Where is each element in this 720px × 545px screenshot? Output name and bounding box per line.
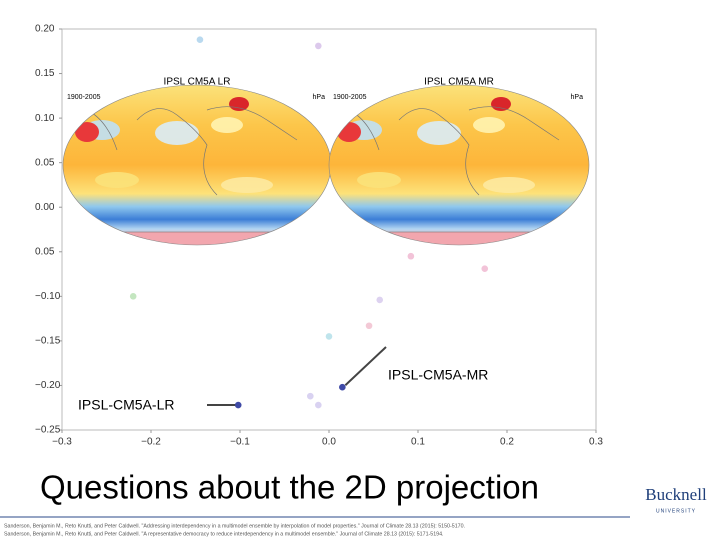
- footer-line: Sanderson, Benjamin M., Reto Knutti, and…: [4, 531, 444, 537]
- map-patch: [155, 121, 199, 145]
- inset-title: IPSL CM5A MR: [424, 77, 494, 88]
- map-patch: [473, 117, 505, 133]
- map-patch: [211, 117, 243, 133]
- point: [408, 253, 415, 260]
- point: [376, 297, 383, 304]
- map-high: [491, 97, 511, 111]
- y-tick-label: 0.20: [35, 24, 55, 35]
- x-tick-label: −0.3: [52, 437, 72, 448]
- y-tick-label: 0.10: [35, 113, 55, 124]
- inset-period: 1900-2005: [333, 94, 367, 101]
- y-tick-label: −0.15: [35, 336, 61, 347]
- point: [315, 43, 322, 50]
- y-tick-label: −0.10: [35, 291, 61, 302]
- point: [130, 293, 137, 300]
- x-tick-label: 0.2: [500, 437, 514, 448]
- footer-line: Sanderson, Benjamin M., Reto Knutti, and…: [4, 523, 465, 529]
- point: [235, 402, 242, 409]
- slide-title: Questions about the 2D projection: [40, 469, 539, 506]
- point: [307, 393, 314, 400]
- map-patch: [357, 172, 401, 188]
- point: [197, 36, 204, 43]
- map-patch: [221, 177, 273, 193]
- x-tick-label: −0.1: [230, 437, 250, 448]
- y-tick-label: 0.00: [35, 202, 55, 213]
- point: [481, 265, 488, 272]
- logo-sub: UNIVERSITY: [656, 508, 696, 514]
- point: [339, 384, 346, 391]
- map-field: [329, 85, 589, 245]
- x-tick-label: −0.2: [141, 437, 161, 448]
- annotation: IPSL-CM5A-MR: [388, 367, 488, 383]
- y-tick-label: −0.20: [35, 380, 61, 391]
- y-tick-label: 0.15: [35, 68, 55, 79]
- map-patch: [417, 121, 461, 145]
- map-patch: [95, 172, 139, 188]
- inset-unit: hPa: [313, 94, 326, 101]
- point: [326, 333, 333, 340]
- inset-unit: hPa: [571, 94, 584, 101]
- point: [315, 402, 322, 409]
- map-high: [229, 97, 249, 111]
- x-tick-label: 0.1: [411, 437, 425, 448]
- x-tick-label: 0.0: [322, 437, 336, 448]
- y-tick-label: 0.05: [35, 246, 55, 257]
- annotation: IPSL-CM5A-LR: [78, 397, 174, 413]
- map-field: [63, 85, 331, 245]
- map-patch: [483, 177, 535, 193]
- point: [366, 322, 373, 329]
- inset-title: IPSL CM5A LR: [164, 77, 231, 88]
- inset-period: 1900-2005: [67, 94, 101, 101]
- x-tick-label: 0.3: [589, 437, 603, 448]
- y-tick-label: −0.25: [35, 425, 61, 436]
- y-tick-label: 0.05: [35, 157, 55, 168]
- logo: Bucknell: [645, 485, 707, 504]
